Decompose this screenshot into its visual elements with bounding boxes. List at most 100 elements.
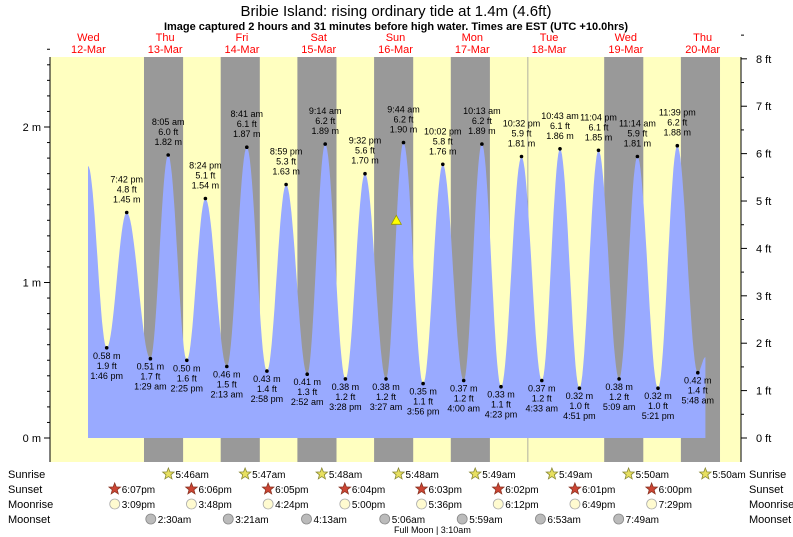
sunrise-icon (545, 466, 559, 480)
moonset-row-label: Moonset (8, 514, 50, 526)
tide-label-time: 7:42 pm (110, 175, 143, 185)
tide-label-m: 0.46 m (213, 370, 241, 380)
full-moon-label: Full Moon | 3:10am (394, 525, 471, 535)
tide-label-ft: 1.2 ft (335, 392, 356, 402)
sunset-time: 6:02pm (505, 485, 538, 496)
tide-label-ft: 1.3 ft (297, 387, 318, 397)
tide-label-m: 1.54 m (192, 181, 220, 191)
sunset-row-label: Sunset (8, 484, 42, 496)
day-date: 19-Mar (608, 44, 643, 56)
tide-point (305, 372, 310, 377)
tide-label-ft: 1.0 ft (648, 401, 669, 411)
moonrise-time: 6:49pm (582, 500, 615, 511)
sunrise-time: 5:49am (482, 470, 515, 481)
tide-label-ft: 6.2 ft (315, 116, 336, 126)
tide-label-time: 1:46 pm (90, 371, 123, 381)
tide-label-time: 8:05 am (152, 117, 185, 127)
tide-label-time: 4:51 pm (563, 411, 596, 421)
tide-point (124, 210, 129, 215)
tide-label-m: 1.45 m (113, 195, 141, 205)
tide-label-m: 1.81 m (508, 139, 536, 149)
tide-point (675, 143, 680, 148)
moonrise-time: 3:48pm (198, 500, 231, 511)
tide-label-m: 0.41 m (293, 377, 321, 387)
tide-label-time: 11:39 pm (659, 108, 696, 118)
tide-point (441, 162, 445, 167)
tide-label-m: 1.86 m (546, 131, 574, 141)
left-tick-label: 2 m (23, 122, 41, 134)
tide-label-time: 10:13 am (463, 106, 501, 116)
tide-label-ft: 6.1 ft (588, 122, 609, 132)
sunrise-icon (621, 466, 636, 480)
tide-label-m: 0.42 m (684, 376, 712, 386)
chart-title: Bribie Island: rising ordinary tide at 1… (241, 3, 552, 20)
moonrise-row-label-right: Moonrise (749, 499, 793, 511)
chart-subtitle: Image captured 2 hours and 31 minutes be… (164, 21, 628, 33)
sunset-icon (414, 481, 429, 495)
sunset-time: 6:00pm (659, 485, 692, 496)
sunrise-icon (391, 466, 406, 480)
day-date: 16-Mar (378, 44, 413, 56)
tide-label-m: 0.43 m (253, 374, 281, 384)
tide-point (148, 356, 153, 361)
day-weekday: Thu (693, 32, 712, 44)
day-weekday: Fri (236, 32, 249, 44)
tide-point (363, 171, 367, 176)
tide-label-ft: 1.2 ft (454, 394, 475, 404)
tide-label-ft: 1.1 ft (491, 400, 512, 410)
tide-label-ft: 1.9 ft (97, 361, 118, 371)
moonrise-icon (646, 498, 658, 510)
day-labels: Wed12-MarThu13-MarFri14-MarSat15-MarSun1… (71, 32, 720, 56)
right-tick-label: 2 ft (756, 338, 771, 350)
tide-label-m: 1.81 m (624, 139, 652, 149)
tide-label-ft: 5.9 ft (511, 129, 532, 139)
sunset-icon (491, 481, 506, 495)
tide-point (596, 148, 601, 153)
tide-label-m: 0.35 m (409, 387, 437, 397)
tide-label-time: 10:32 pm (503, 119, 541, 129)
moonset-time: 5:59am (469, 515, 502, 526)
tide-label-ft: 1.7 ft (140, 372, 161, 382)
tide-label-m: 0.33 m (487, 390, 515, 400)
right-axis: 0 ft 1 ft 2 ft 3 ft 4 ft 5 ft 6 ft 7 ft 8 ft (740, 34, 771, 462)
moonset-icon (301, 513, 312, 525)
tide-point (185, 358, 189, 363)
day-date: 14-Mar (225, 44, 260, 56)
tide-label-ft: 1.4 ft (257, 384, 278, 394)
moonrise-time: 6:12pm (505, 500, 538, 511)
tide-point (384, 377, 388, 381)
left-tick-label: 1 m (23, 278, 41, 290)
tide-label-m: 0.50 m (173, 363, 201, 373)
tide-label-ft: 1.2 ft (376, 392, 397, 402)
moonset-icon (379, 513, 391, 525)
tide-label-m: 0.37 m (450, 384, 478, 394)
sunset-time: 6:04pm (352, 485, 385, 496)
tide-point (540, 378, 544, 383)
tide-label-ft: 5.1 ft (195, 171, 216, 181)
moonrise-time: 7:29pm (659, 500, 692, 511)
tide-label-time: 4:33 am (526, 404, 559, 414)
day-date: 17-Mar (455, 44, 490, 56)
tide-label-time: 10:02 pm (424, 126, 462, 136)
moonrise-icon (492, 498, 504, 510)
left-tick-label: 0 m (23, 433, 41, 445)
moonrise-time: 3:09pm (122, 500, 155, 511)
sunset-icon (261, 481, 275, 495)
moonset-icon (222, 513, 234, 525)
tide-label-m: 0.38 m (372, 382, 400, 392)
tide-point (104, 346, 109, 350)
current-level-marker (390, 214, 403, 225)
tide-label-ft: 1.2 ft (532, 394, 553, 404)
moonset-icon (456, 513, 468, 525)
day-date: 12-Mar (71, 44, 106, 56)
tide-label-ft: 5.6 ft (355, 146, 376, 156)
tide-label-ft: 1.4 ft (688, 386, 709, 396)
moonrise-time: 5:00pm (352, 500, 385, 511)
moonrise-icon (186, 498, 197, 510)
sunset-time: 6:07pm (122, 485, 155, 496)
tide-label-m: 1.76 m (429, 146, 457, 156)
tide-point (166, 153, 170, 157)
tide-point (558, 147, 562, 151)
tide-point (203, 196, 208, 201)
right-tick-label: 4 ft (756, 243, 771, 255)
